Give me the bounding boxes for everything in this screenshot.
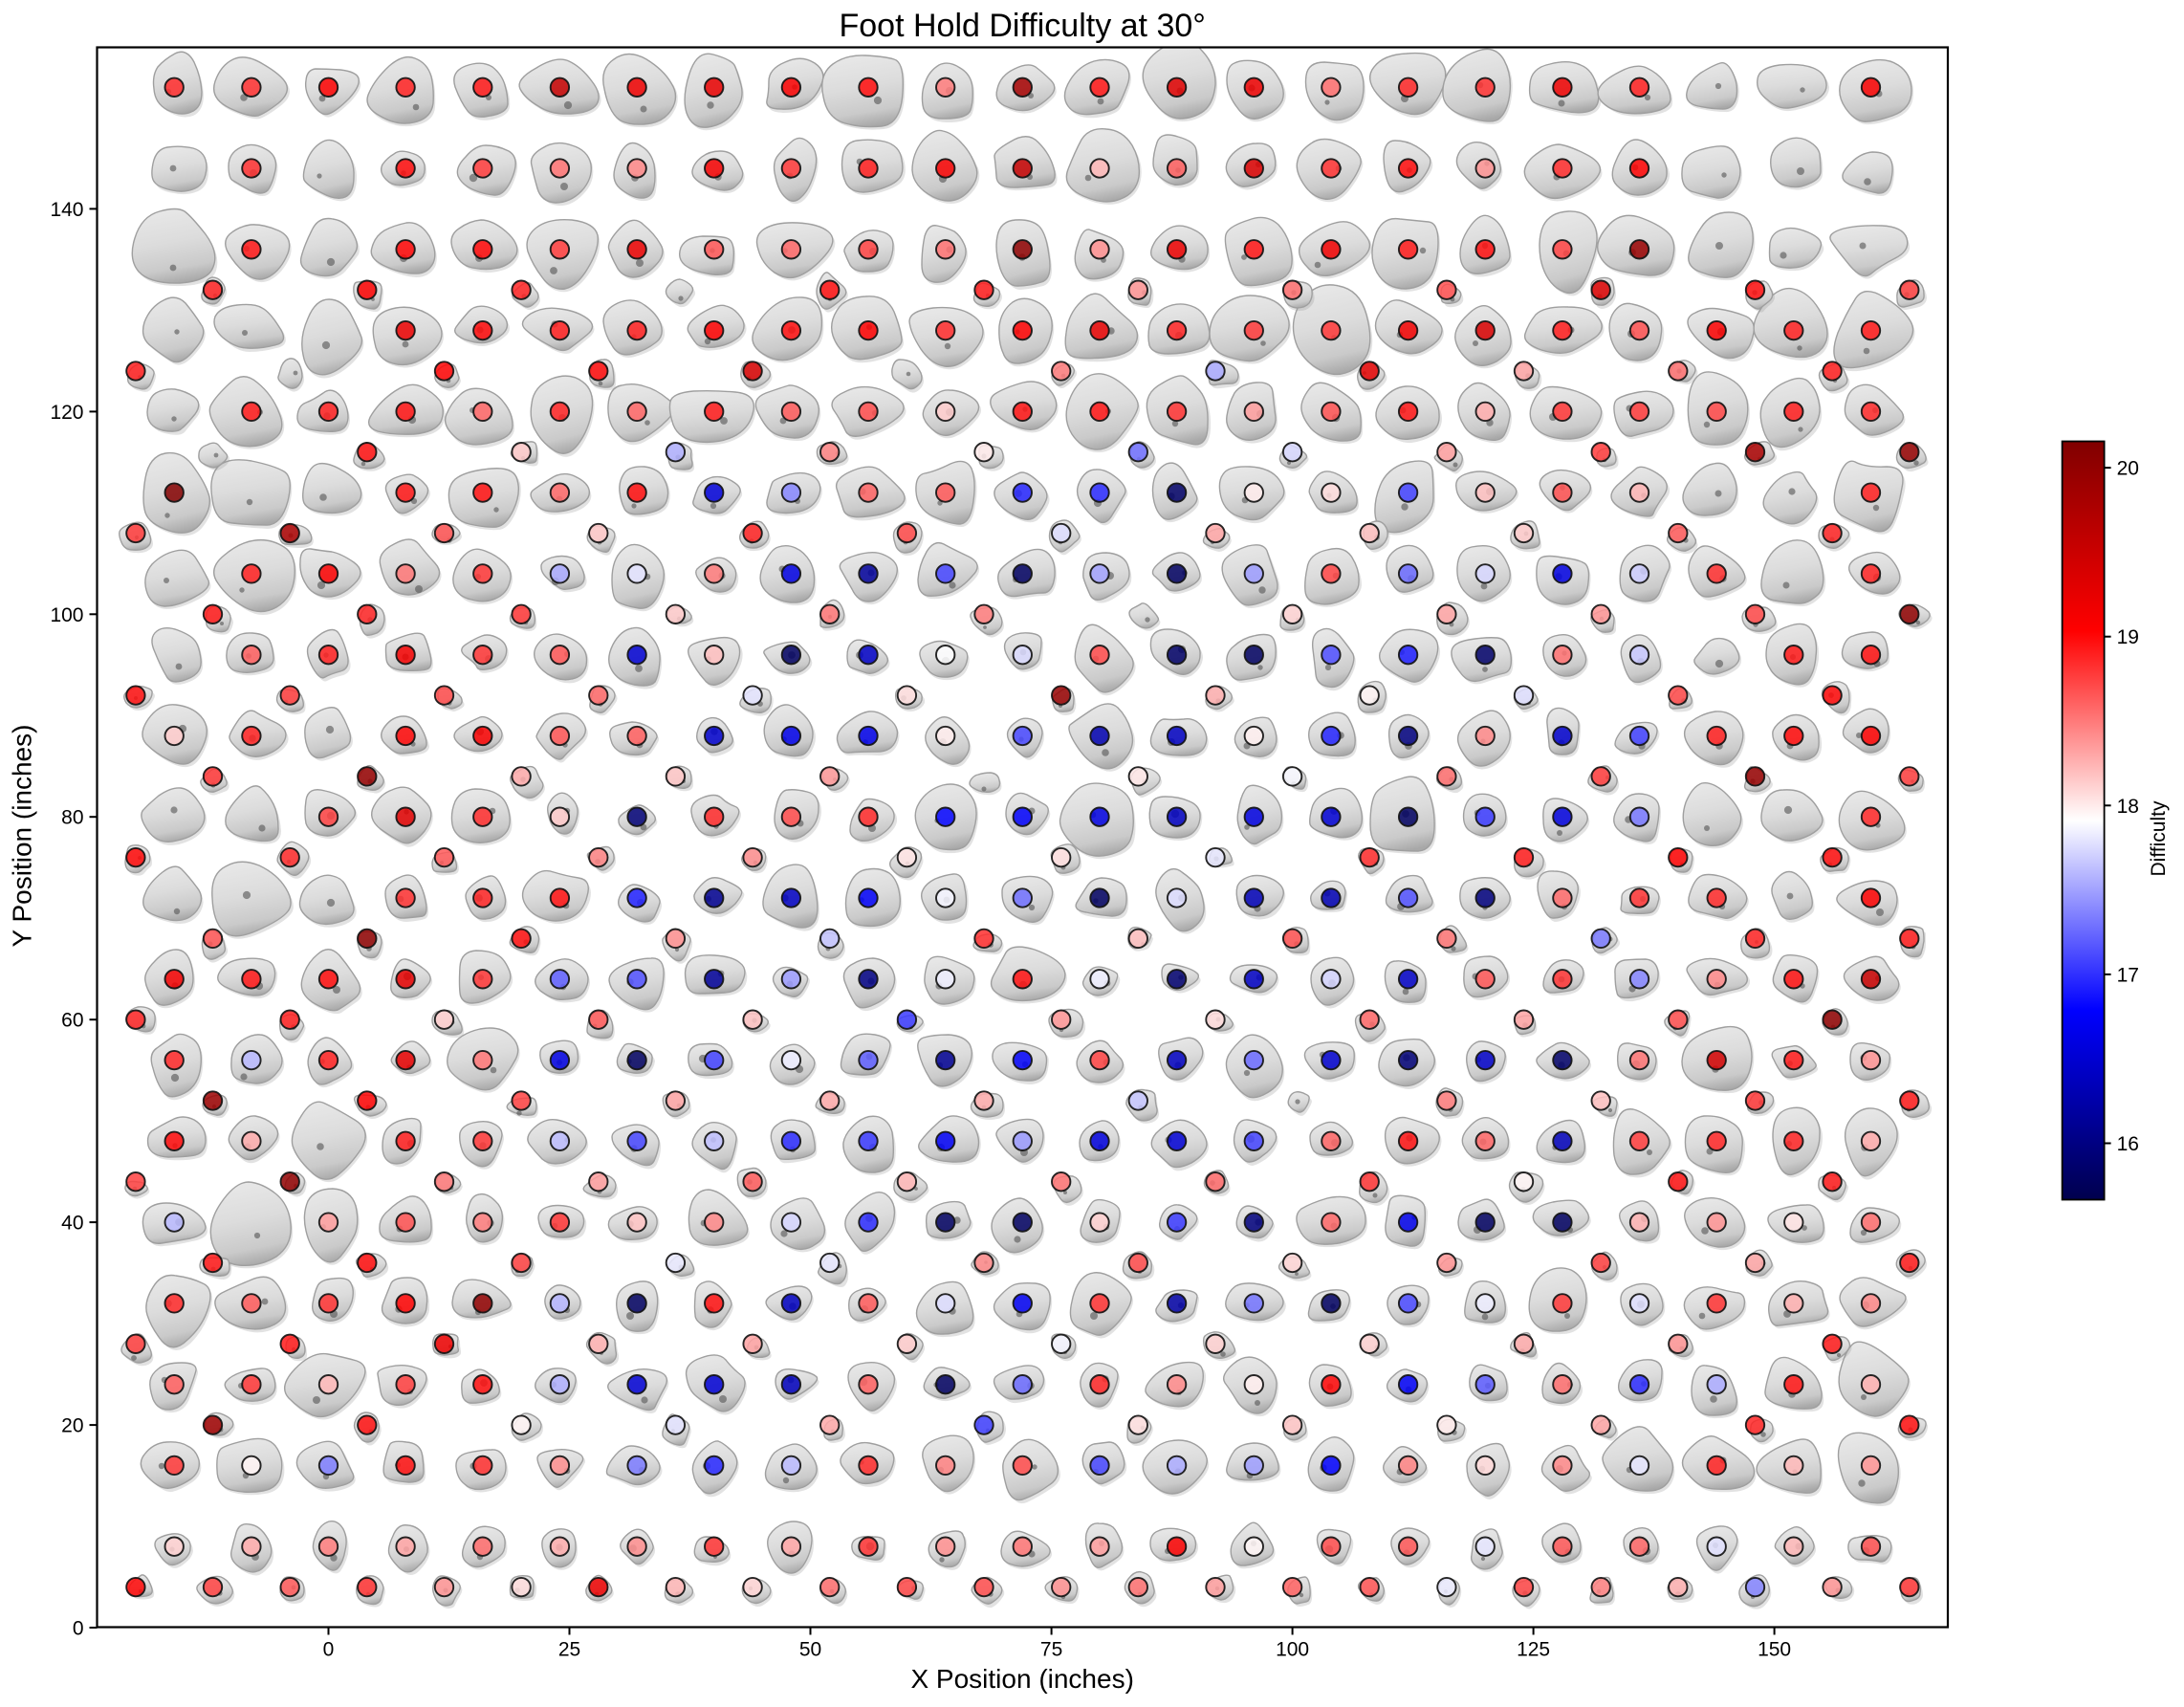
svg-text:Foot Hold Difficulty at 30°: Foot Hold Difficulty at 30°	[840, 8, 1206, 44]
svg-text:X Position (inches): X Position (inches)	[910, 1664, 1133, 1694]
svg-text:100: 100	[50, 604, 83, 626]
svg-text:100: 100	[1276, 1639, 1309, 1661]
svg-text:Y Position (inches): Y Position (inches)	[8, 725, 37, 948]
svg-text:20: 20	[2117, 458, 2139, 480]
svg-text:19: 19	[2117, 626, 2139, 648]
svg-text:75: 75	[1040, 1639, 1062, 1661]
svg-text:80: 80	[61, 807, 83, 829]
svg-text:0: 0	[323, 1639, 335, 1661]
svg-text:16: 16	[2117, 1133, 2139, 1155]
svg-text:120: 120	[50, 402, 83, 424]
svg-text:140: 140	[50, 199, 83, 221]
svg-text:17: 17	[2117, 964, 2139, 986]
svg-text:Difficulty: Difficulty	[2148, 800, 2170, 876]
svg-text:150: 150	[1758, 1639, 1791, 1661]
svg-text:25: 25	[558, 1639, 580, 1661]
svg-text:125: 125	[1517, 1639, 1550, 1661]
svg-text:20: 20	[61, 1415, 83, 1437]
svg-text:0: 0	[73, 1618, 84, 1640]
svg-text:40: 40	[61, 1213, 83, 1235]
svg-text:50: 50	[799, 1639, 821, 1661]
svg-text:60: 60	[61, 1010, 83, 1032]
svg-text:18: 18	[2117, 796, 2139, 818]
